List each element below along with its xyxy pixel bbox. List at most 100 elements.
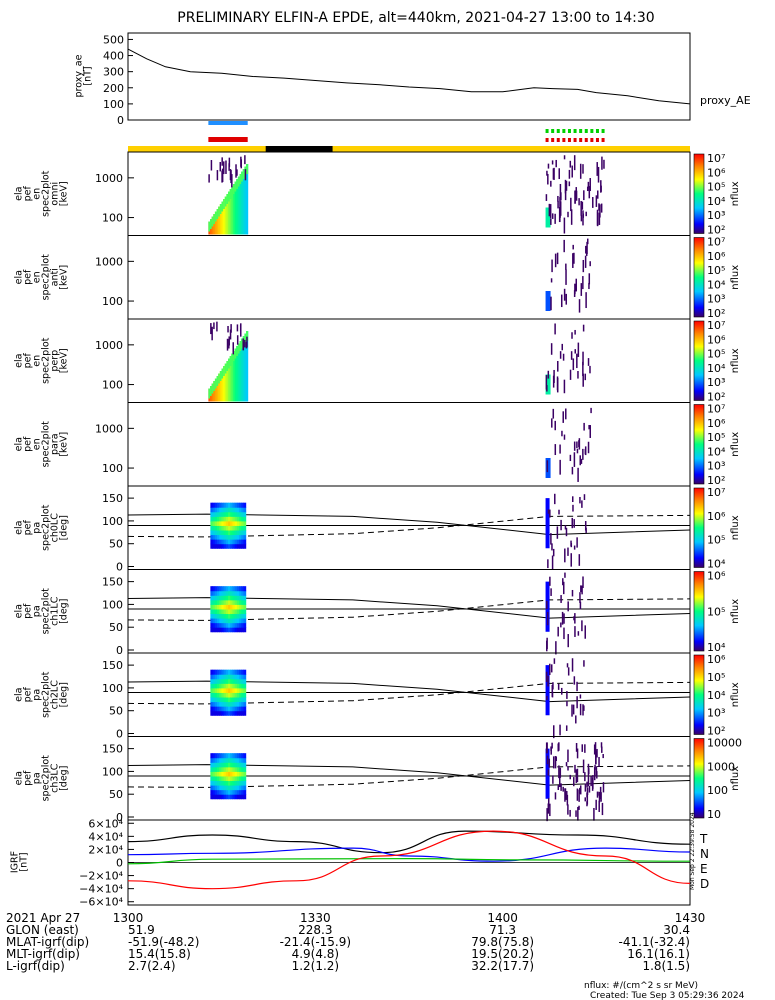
ytick-label: 0 [116, 644, 123, 657]
pa-cell [210, 710, 214, 716]
pa-cell [236, 613, 240, 619]
pa-cell [221, 595, 225, 601]
noise-mark [546, 611, 549, 626]
noise-mark [576, 681, 578, 692]
pa-cell [241, 683, 244, 689]
noise-mark [552, 775, 554, 784]
noise-mark [561, 343, 564, 351]
pa-cell [216, 710, 220, 716]
noise-mark [585, 211, 587, 217]
pa-cell [214, 771, 218, 777]
ylabel-line: spec2plot [41, 671, 52, 718]
pa-cell [212, 794, 216, 800]
flux-cell [214, 378, 218, 389]
pa-cell [216, 525, 220, 531]
noise-mark [554, 444, 557, 456]
pa-cell [221, 674, 225, 680]
pa-cell [228, 762, 231, 768]
ylabel-line: [nT] [83, 66, 94, 85]
pa-cell [234, 775, 238, 782]
noise-mark [602, 754, 604, 759]
noise-mark [554, 792, 557, 800]
ylabel-line: pa [32, 689, 43, 701]
orbit-row-value: 32.2(17.7) [471, 959, 534, 973]
noise-mark [551, 418, 553, 428]
noise-mark [547, 370, 550, 379]
ylabel-line: pef [23, 519, 34, 535]
pa-cell [234, 789, 238, 795]
pa-cell [234, 701, 238, 707]
pa-cell [230, 762, 233, 768]
noise-mark [576, 696, 578, 709]
pa-cell [228, 599, 231, 605]
orbit-row-value: 19.5(20.2) [471, 947, 534, 961]
pa-cell [243, 710, 247, 716]
pa-cell [216, 757, 220, 763]
pa-cell [210, 627, 214, 633]
noise-mark [556, 526, 559, 539]
pa-cell [225, 683, 229, 689]
pa-cell [223, 771, 227, 777]
pa-cell [223, 590, 227, 596]
noise-mark [566, 663, 569, 668]
noise-mark [216, 170, 219, 181]
ytick-label: 100 [102, 295, 123, 308]
ylabel-line: omni [50, 182, 61, 206]
noise-mark [575, 278, 577, 292]
pa-cell [230, 613, 233, 619]
orbit-row-value: 15.4(15.8) [128, 947, 191, 961]
noise-mark [577, 371, 579, 379]
pa-cell [243, 622, 247, 628]
noise-mark [550, 664, 553, 673]
pa-cell [236, 762, 240, 768]
flux-cell [237, 176, 241, 235]
pa-cell [223, 697, 227, 703]
noise-mark [570, 197, 572, 212]
pa-cell [228, 618, 231, 624]
noise-mark [572, 244, 574, 250]
pa-cell [236, 507, 240, 513]
loss-cone-line [127, 680, 691, 703]
noise-mark [549, 803, 551, 817]
noise-mark [586, 792, 589, 805]
pa-cell [221, 753, 225, 759]
pa-cell [236, 771, 240, 777]
noise-mark [578, 198, 580, 206]
pa-cell [228, 511, 231, 517]
noise-mark [581, 620, 583, 632]
pa-cell [234, 622, 238, 628]
pa-cell [219, 595, 222, 601]
noise-mark [582, 259, 585, 273]
noise-mark [216, 321, 218, 332]
flux-cell [221, 201, 224, 212]
ytick-label: 1000 [95, 422, 123, 435]
pa-cell [241, 622, 244, 628]
ytick-label: 100 [102, 765, 123, 778]
noise-mark [570, 540, 572, 547]
noise-mark [582, 373, 584, 387]
noise-mark [550, 296, 552, 311]
noise-mark [598, 203, 600, 211]
pa-cell [212, 710, 216, 716]
pa-cell [241, 511, 244, 517]
flux-cell [226, 361, 229, 371]
noise-mark [587, 775, 590, 787]
pa-cell [212, 669, 216, 675]
pa-cell [214, 762, 218, 768]
pa-cell [234, 520, 238, 526]
pa-cell [232, 530, 236, 536]
pa-cell [210, 613, 214, 619]
pa-cell [241, 697, 244, 703]
noise-mark [582, 759, 585, 774]
noise-mark [588, 424, 590, 430]
pa-cell [236, 775, 240, 782]
pa-cell [236, 674, 240, 680]
pa-cell [241, 595, 244, 601]
pa-cell [232, 516, 236, 522]
noise-mark [580, 283, 583, 296]
pa-cell [214, 516, 218, 522]
noise-mark [567, 766, 569, 771]
pa-cell [234, 794, 238, 800]
noise-mark [559, 444, 561, 454]
